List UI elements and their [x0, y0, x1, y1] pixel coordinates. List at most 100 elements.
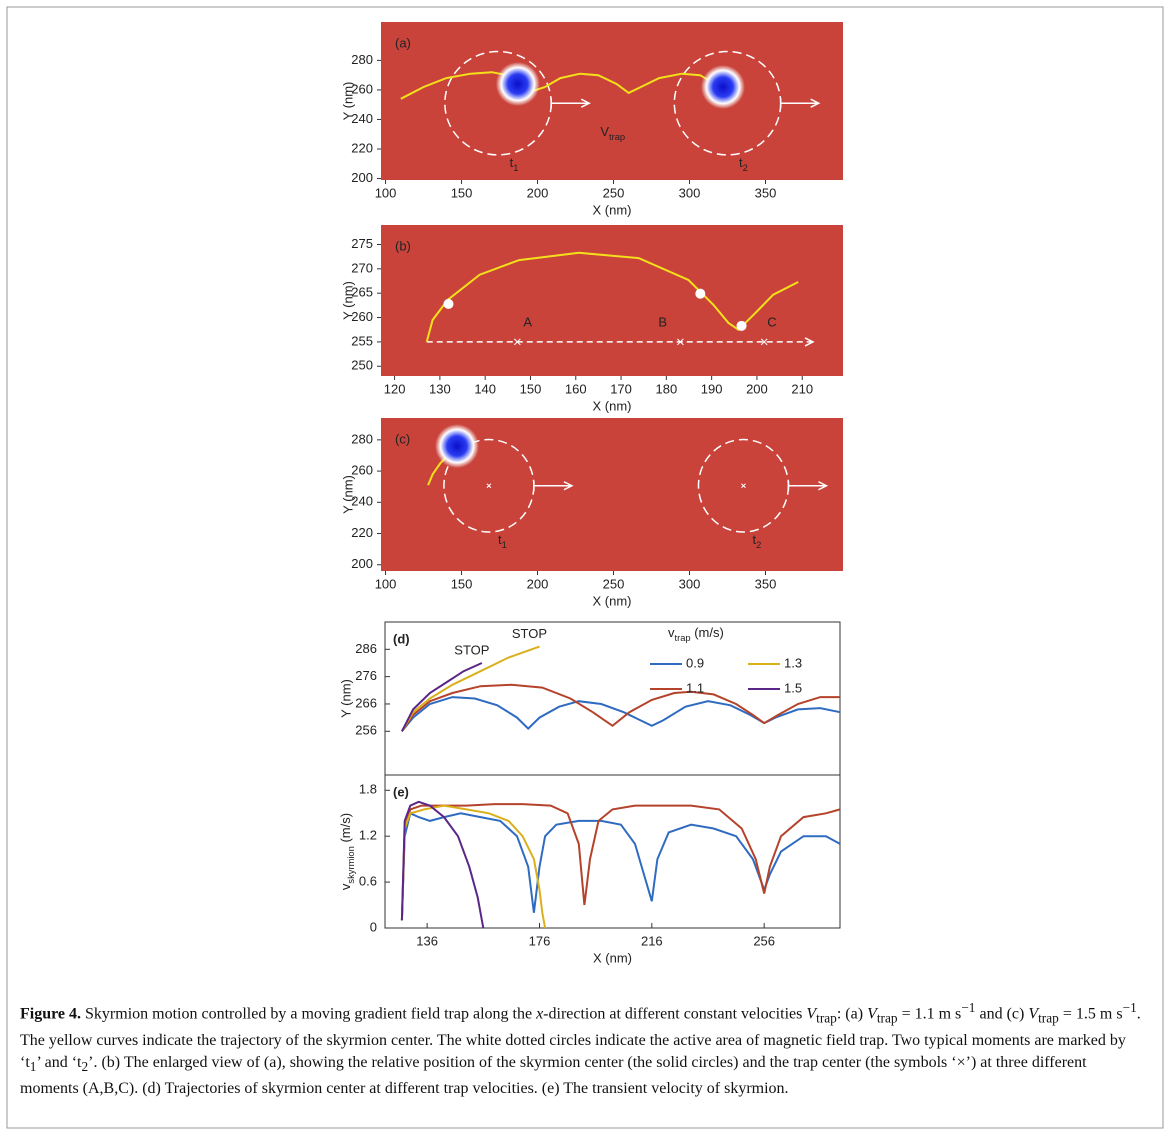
skyrmion-center: [695, 288, 706, 299]
map-background: [381, 225, 843, 376]
series-line: [400, 804, 547, 929]
stop-label: STOP: [512, 626, 547, 641]
caption-run: = 1.5 m s: [1058, 1005, 1123, 1023]
y-tick-label: 0: [370, 919, 377, 934]
skyrmion: [700, 64, 745, 109]
y-axis-label: Y (nm): [340, 281, 355, 320]
caption-run: trap: [876, 1010, 898, 1026]
skyrmion-center: [736, 320, 747, 331]
x-tick-label: 250: [603, 576, 625, 591]
caption-run: 2: [81, 1058, 89, 1074]
trap-center-cross: [677, 338, 684, 346]
x-tick-label: 120: [384, 381, 406, 396]
y-axis-label: vskyrmion (m/s): [338, 813, 356, 890]
caption-run: : (a): [836, 1005, 868, 1023]
text-run: t: [498, 532, 502, 547]
text-run: t: [510, 155, 514, 170]
y-tick-label: 260: [351, 81, 373, 96]
caption-run: V: [1028, 1005, 1039, 1023]
trap-center-cross: [741, 483, 746, 489]
caption-run: ’. (b) The enlarged view of (a), showing…: [20, 1053, 1087, 1097]
x-tick-label: 210: [791, 381, 813, 396]
caption-run: ’ and ‘t: [36, 1053, 82, 1071]
caption-run: V: [806, 1005, 817, 1023]
text-run: V: [600, 125, 609, 140]
text-run: (m/s): [691, 625, 724, 640]
x-tick-label: 180: [656, 381, 678, 396]
time-label: t1: [498, 532, 507, 550]
x-tick-label: 150: [451, 576, 473, 591]
y-tick-label: 200: [351, 170, 373, 185]
y-tick-label: 256: [355, 723, 377, 738]
text-run: t: [739, 155, 743, 170]
caption: Figure 4. Skyrmion motion controlled by …: [20, 997, 1148, 1100]
series-line: [401, 645, 540, 732]
moment-label: C: [767, 314, 776, 329]
arrow-head: [804, 337, 815, 347]
y-tick-label: 276: [355, 668, 377, 683]
skyrmion: [434, 424, 479, 469]
trap-center-cross: [486, 483, 492, 489]
caption-run: trap: [1038, 1010, 1059, 1026]
legend-label: 1.3: [784, 655, 802, 670]
x-tick-label: 170: [610, 381, 632, 396]
panel-label: (a): [395, 35, 411, 50]
caption-run: = 1.1 m s: [897, 1005, 962, 1023]
y-tick-label: 260: [351, 463, 373, 478]
moment-label: A: [523, 314, 532, 329]
time-label: t2: [753, 532, 762, 550]
legend-label: 1.1: [686, 680, 704, 695]
velocity-label: Vtrap: [600, 125, 625, 143]
x-axis-label: X (nm): [593, 950, 632, 965]
caption-run: −1: [961, 1000, 976, 1015]
series-line: [401, 696, 841, 732]
trajectory: [425, 251, 799, 343]
x-tick-label: 200: [527, 576, 549, 591]
panel-label: (d): [393, 631, 410, 646]
caption-run: x: [536, 1005, 544, 1023]
y-tick-label: 220: [351, 140, 373, 155]
plot-frame: [384, 621, 841, 776]
plot-frame: [384, 774, 841, 929]
trajectory: [400, 71, 724, 100]
y-axis-label: Y (nm): [338, 679, 353, 718]
panel-label: (e): [393, 784, 409, 799]
figure-border: [6, 6, 1164, 1129]
y-tick-label: 220: [351, 525, 373, 540]
series-line: [400, 800, 485, 929]
y-tick-label: 0.6: [359, 874, 377, 889]
x-tick-label: 136: [416, 933, 438, 948]
stop-label: STOP: [454, 642, 489, 657]
text-run: t: [753, 532, 757, 547]
text-run: trap: [675, 633, 691, 643]
x-tick-label: 150: [520, 381, 542, 396]
text-run: v: [668, 625, 675, 640]
x-tick-label: 216: [641, 933, 663, 948]
skyrmion: [495, 62, 540, 107]
caption-run: trap: [816, 1010, 837, 1026]
moment-label: B: [658, 314, 667, 329]
x-tick-label: 100: [375, 576, 397, 591]
x-tick-label: 100: [375, 185, 397, 200]
x-tick-label: 250: [603, 185, 625, 200]
text-run: 1: [502, 540, 507, 550]
y-tick-label: 255: [351, 333, 373, 348]
caption-run: and (c): [975, 1005, 1029, 1023]
panel-label: (c): [395, 431, 410, 446]
trap-center-cross: [513, 338, 521, 346]
x-tick-label: 350: [755, 576, 777, 591]
x-tick-label: 200: [746, 381, 768, 396]
y-tick-label: 240: [351, 111, 373, 126]
caption-run: Figure 4.: [20, 1005, 82, 1023]
caption-run: -direction at different constant velocit…: [543, 1005, 807, 1023]
text-run: (m/s): [338, 813, 353, 846]
panel-label: (b): [395, 238, 411, 253]
y-tick-label: 200: [351, 556, 373, 571]
y-tick-label: 286: [355, 641, 377, 656]
y-axis-label: Y (nm): [340, 475, 355, 514]
y-axis-label: Y (nm): [340, 82, 355, 121]
y-tick-label: 1.8: [359, 782, 377, 797]
trap-center-cross: [760, 338, 768, 346]
y-tick-label: 260: [351, 309, 373, 324]
